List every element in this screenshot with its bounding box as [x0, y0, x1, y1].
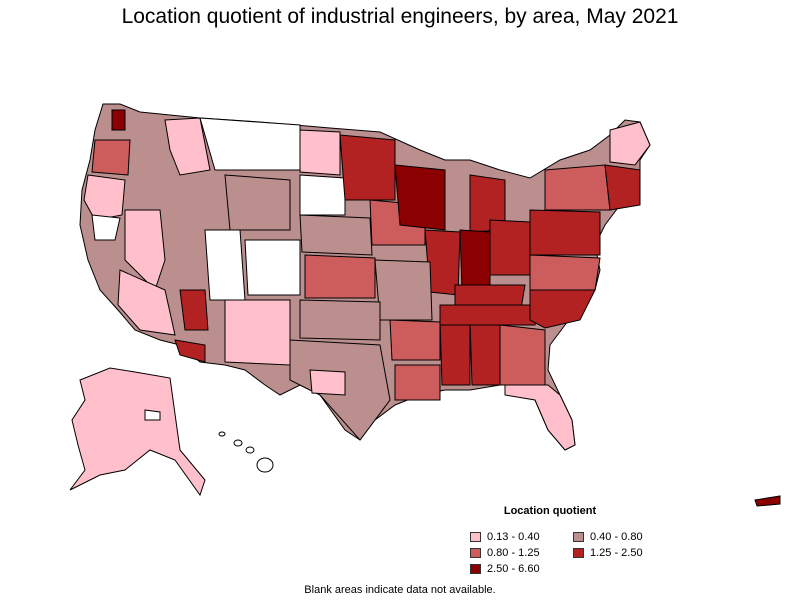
- legend-label: 0.80 - 1.25: [487, 546, 540, 559]
- region-nebraska-mix: [299, 214, 373, 256]
- legend-item-3: 0.80 - 1.25: [470, 546, 573, 559]
- legend-label: 0.40 - 0.80: [590, 530, 643, 543]
- region-oklahoma-mauve: [299, 299, 381, 341]
- region-colorado-blank: [244, 239, 301, 296]
- region-arizona-red: [179, 289, 209, 331]
- region-wisconsin-dark: [394, 164, 446, 231]
- contiguous-us: [79, 103, 651, 451]
- legend-label: 0.13 - 0.40: [487, 530, 540, 543]
- legend-swatch: [573, 547, 584, 558]
- region-louisiana-red: [394, 364, 441, 401]
- region-alabama-red: [469, 319, 501, 386]
- legend: Location quotient 0.13 - 0.40 0.40 - 0.8…: [470, 505, 690, 575]
- region-california-blank: [91, 214, 121, 241]
- legend-swatch: [470, 531, 481, 542]
- region-tennessee-red: [439, 304, 541, 326]
- legend-title: Location quotient: [503, 505, 597, 517]
- legend-label: 1.25 - 2.50: [590, 546, 643, 559]
- legend-swatch: [573, 531, 584, 542]
- legend-label: 2.50 - 6.60: [487, 562, 540, 575]
- region-utah-blank: [204, 229, 246, 301]
- region-ohio-red: [489, 219, 531, 276]
- puerto-rico: [754, 495, 781, 507]
- region-virginia-mix: [529, 254, 601, 291]
- region-texas-pink: [309, 369, 346, 396]
- region-florida-pink: [504, 384, 576, 451]
- region-socal-pink: [117, 269, 176, 336]
- region-georgia-red: [499, 324, 546, 386]
- alaska: [69, 367, 206, 497]
- region-pennsylvania-red: [529, 209, 601, 256]
- region-missouri-mix: [374, 259, 433, 321]
- region-newmexico-pink: [224, 299, 291, 366]
- region-kansas-red: [304, 254, 376, 299]
- region-sd-blank: [299, 174, 346, 216]
- region-maine-pink: [609, 121, 651, 166]
- region-montana-blank: [199, 117, 301, 171]
- map-title: Location quotient of industrial engineer…: [121, 5, 679, 28]
- legend-item-2: 0.40 - 0.80: [573, 530, 683, 543]
- legend-item-5: 2.50 - 6.60: [470, 562, 573, 575]
- region-nevada-pink: [124, 209, 166, 291]
- legend-swatch: [470, 563, 481, 574]
- footnote: Blank areas indicate data not available.: [304, 584, 496, 596]
- hawaii: [218, 431, 274, 473]
- region-carolinas-red: [529, 289, 596, 329]
- region-oregon-mix: [91, 139, 131, 176]
- legend-swatch: [470, 547, 481, 558]
- legend-item-1: 0.13 - 0.40: [470, 530, 573, 543]
- region-mississippi-red: [439, 319, 471, 386]
- region-minnesota-red: [339, 134, 396, 201]
- region-wyoming-mauve: [224, 174, 291, 231]
- region-newengland-red: [604, 164, 641, 211]
- region-seattle-red: [111, 109, 126, 131]
- region-newyork-mix: [544, 164, 611, 211]
- region-idaho-pink: [164, 117, 211, 176]
- legend-item-4: 1.25 - 2.50: [573, 546, 683, 559]
- region-indiana-dark: [459, 229, 491, 291]
- region-arkansas-red: [389, 319, 441, 361]
- region-dakotas-pink: [299, 129, 341, 176]
- alaska-blank-area: [144, 409, 161, 421]
- region-tucson-red: [174, 339, 206, 363]
